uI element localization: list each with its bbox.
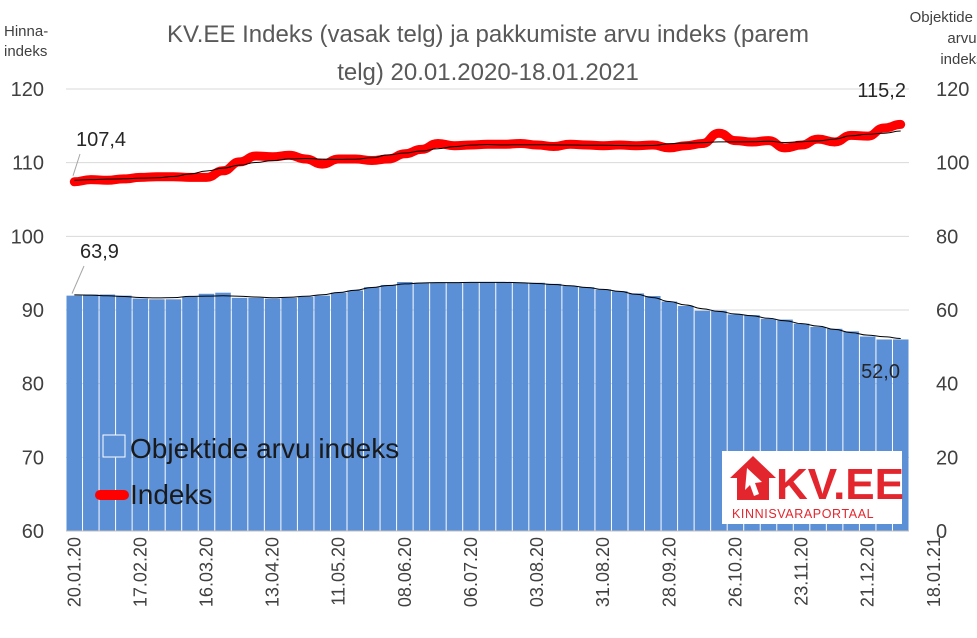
x-axis-tick-label: 17.02.20 (130, 537, 150, 607)
left-axis-tick-label: 100 (11, 226, 44, 248)
bar (512, 282, 529, 531)
x-axis-tick-label: 18.01.21 (924, 537, 944, 607)
x-axis-tick-label: 28.09.20 (659, 537, 679, 607)
bar (479, 282, 496, 531)
x-axis-tick-label: 13.04.20 (263, 537, 283, 607)
bar (83, 294, 99, 531)
bar (347, 290, 364, 531)
bar (297, 296, 314, 531)
bar (611, 291, 628, 531)
bar (529, 282, 545, 531)
left-axis-tick-label: 80 (22, 374, 44, 396)
bar (446, 282, 463, 531)
bar (248, 297, 264, 531)
x-axis-tick-label: 21.12.20 (858, 537, 878, 607)
right-axis-tick-label: 20 (936, 447, 958, 469)
bar (99, 294, 116, 531)
bar (330, 292, 347, 531)
right-axis-tick-label: 0 (936, 521, 947, 543)
bar (215, 292, 231, 531)
x-axis-tick-label: 16.03.20 (197, 537, 217, 607)
legend-label-line: Indeks (130, 479, 213, 510)
bar (66, 295, 83, 531)
left-axis-tick-label: 70 (22, 447, 44, 469)
left-axis-tick-label: 60 (22, 521, 44, 543)
left-axis-title-line-2: indeks (4, 43, 47, 60)
axes: 60 70 80 90 100 110 120 0 20 40 60 80 100 120 20.01.20… (11, 79, 970, 607)
line-trend-path (74, 130, 901, 181)
data-label-bar-last: 52,0 (861, 361, 900, 383)
bar (496, 282, 512, 531)
bar (149, 299, 165, 531)
x-axis-tick-label: 26.10.20 (725, 537, 745, 607)
bar (430, 282, 446, 531)
bar (645, 296, 661, 531)
bar (661, 301, 678, 531)
data-label-line-first: 107,4 (76, 129, 126, 151)
bar (678, 305, 694, 531)
kv-ee-logo: KV.EE KINNISVARAPORTAAL (722, 451, 904, 524)
bar (364, 287, 380, 531)
bar (380, 284, 397, 531)
left-axis-tick-label: 90 (22, 300, 44, 322)
x-axis-tick-label: 31.08.20 (593, 537, 613, 607)
chart-title-line-1: KV.EE Indeks (vasak telg) ja pakkumiste … (167, 21, 809, 48)
right-axis-tick-label: 120 (936, 79, 969, 101)
chart-title-line-2: telg) 20.01.2020-18.01.2021 (337, 59, 639, 86)
bar (182, 296, 198, 531)
bar (132, 298, 149, 531)
data-labels: 107,4 115,2 63,9 52,0 (71, 80, 906, 383)
bar (397, 282, 413, 531)
bar (628, 293, 645, 531)
right-axis-tick-label: 100 (936, 153, 969, 175)
bar (264, 298, 281, 531)
bar (578, 287, 595, 531)
bar (198, 293, 215, 531)
bar (545, 283, 562, 531)
logo-brand: KV.EE (776, 460, 904, 509)
right-axis-title-line-3: indeks (940, 51, 977, 68)
x-axis-tick-label: 23.11.20 (792, 537, 812, 606)
bar-trendline (74, 281, 901, 339)
logo-tagline: KINNISVARAPORTAAL (732, 507, 874, 521)
right-axis-tick-label: 60 (936, 300, 958, 322)
x-axis-tick-label: 03.08.20 (527, 537, 547, 607)
house-arrow-icon (730, 456, 776, 500)
bar (165, 299, 182, 531)
right-axis-tick-label: 40 (936, 374, 958, 396)
legend-label-bar: Objektide arvu indeks (130, 433, 399, 464)
left-axis-tick-label: 110 (12, 153, 44, 175)
legend-swatch-bar (102, 434, 126, 458)
bar (694, 310, 711, 531)
bar (562, 286, 578, 531)
bar (595, 289, 611, 531)
right-axis-tick-label: 80 (936, 226, 958, 248)
data-label-bar-first: 63,9 (80, 241, 119, 263)
data-label-leader (72, 153, 81, 176)
bar (116, 295, 132, 531)
data-label-leader (71, 265, 85, 294)
line-indeks (69, 119, 906, 187)
data-label-line-last: 115,2 (857, 80, 906, 102)
bar (314, 295, 330, 531)
x-axis-tick-label: 11.05.20 (329, 537, 349, 606)
x-axis-tick-label: 20.01.20 (64, 537, 84, 607)
x-axis-tick-label: 06.07.20 (461, 537, 481, 607)
x-axis-tick-label: 08.06.20 (395, 537, 415, 607)
right-axis-title-line-2: arvu (947, 30, 976, 47)
legend: Objektide arvu indeks Indeks (95, 433, 399, 510)
bar (463, 282, 479, 531)
left-axis-title-line-1: Hinna- (4, 23, 48, 40)
bar (231, 297, 248, 531)
bar (281, 297, 297, 531)
bar (413, 282, 430, 531)
bar-trend-path (74, 281, 901, 339)
right-axis-title-line-1: Objektide (910, 9, 973, 26)
left-axis-tick-label: 120 (11, 79, 44, 101)
